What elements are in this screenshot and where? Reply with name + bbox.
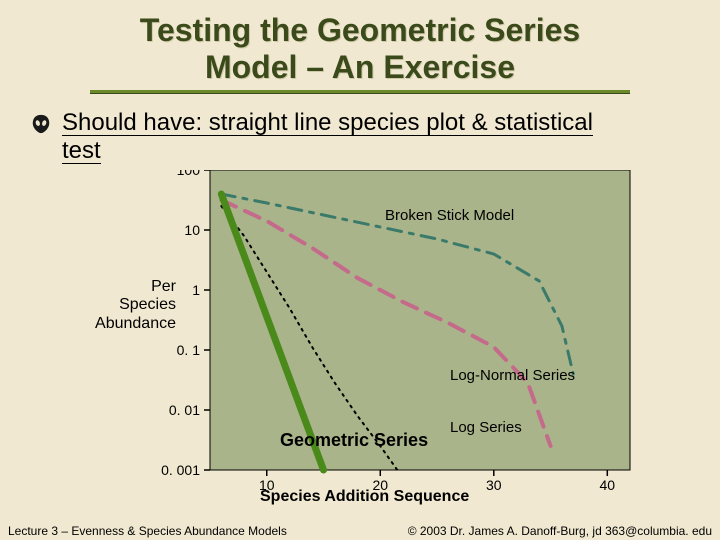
footer: Lecture 3 – Evenness & Species Abundance… bbox=[8, 524, 712, 538]
svg-text:0. 01: 0. 01 bbox=[169, 402, 200, 418]
svg-text:Geometric Series: Geometric Series bbox=[280, 430, 428, 450]
x-axis-label: Species Addition Sequence bbox=[260, 488, 469, 506]
svg-text:1: 1 bbox=[192, 282, 200, 298]
svg-text:0. 001: 0. 001 bbox=[161, 462, 200, 478]
chart: Per Species Abundance 1001010. 10. 010. … bbox=[80, 170, 640, 500]
svg-text:Broken Stick Model: Broken Stick Model bbox=[385, 207, 514, 224]
svg-text:100: 100 bbox=[177, 170, 201, 178]
svg-text:40: 40 bbox=[600, 477, 616, 493]
bullet-text: Should have: straight line species plot … bbox=[62, 109, 593, 165]
footer-left: Lecture 3 – Evenness & Species Abundance… bbox=[8, 524, 287, 538]
footer-right: © 2003 Dr. James A. Danoff-Burg, jd 363@… bbox=[408, 524, 712, 538]
svg-text:10: 10 bbox=[184, 222, 200, 238]
alien-icon bbox=[30, 113, 52, 142]
svg-text:0. 1: 0. 1 bbox=[177, 342, 201, 358]
bullet-text-part2: test bbox=[62, 138, 101, 164]
bullet-text-part1: Should have: straight line species plot … bbox=[62, 110, 593, 136]
chart-svg: 1001010. 10. 010. 00110203040Broken Stic… bbox=[80, 170, 640, 500]
bullet-row: Should have: straight line species plot … bbox=[0, 93, 720, 165]
title-line2: Model – An Exercise bbox=[205, 49, 515, 85]
svg-text:Log-Normal Series: Log-Normal Series bbox=[450, 367, 575, 384]
title-line1: Testing the Geometric Series bbox=[140, 12, 580, 48]
svg-text:30: 30 bbox=[486, 477, 502, 493]
svg-text:Log Series: Log Series bbox=[450, 419, 522, 436]
slide-title: Testing the Geometric Series Model – An … bbox=[0, 0, 720, 86]
